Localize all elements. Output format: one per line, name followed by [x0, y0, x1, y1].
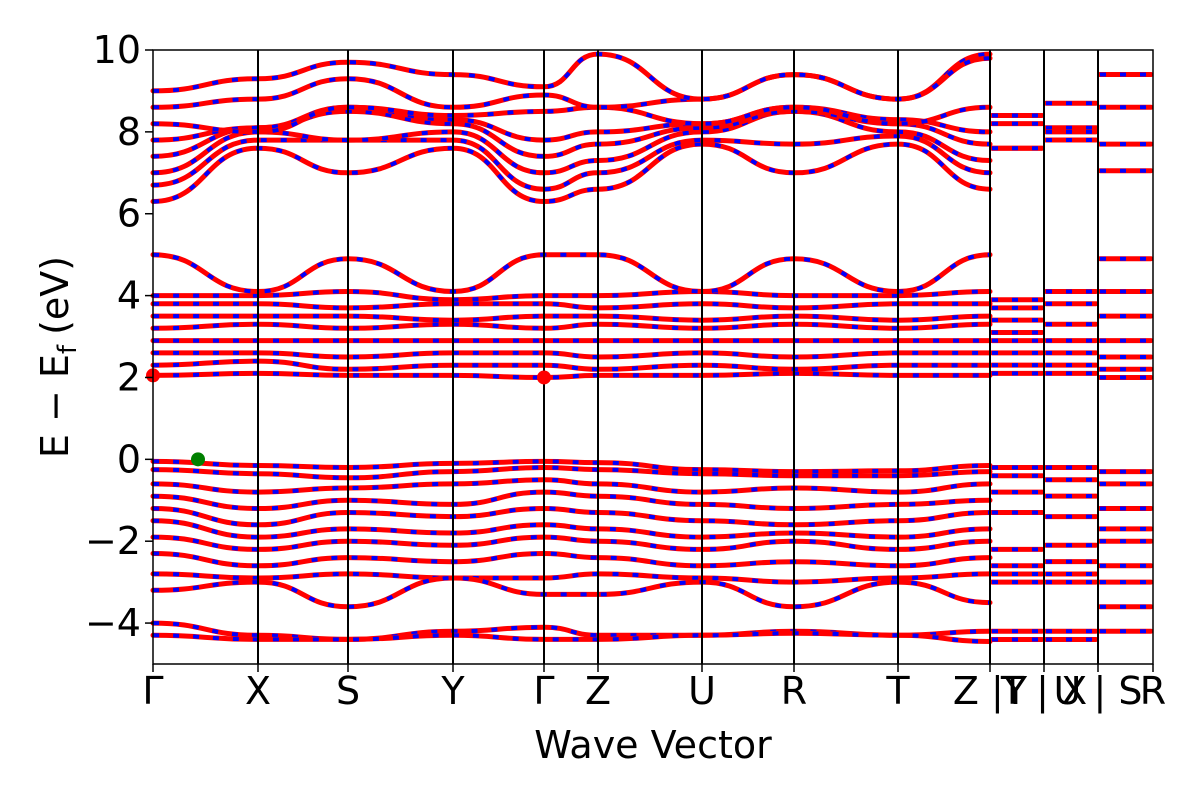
x-tick-label-11: U | S [1054, 669, 1143, 714]
y-axis-label-main: E − E [33, 354, 77, 458]
x-tick-label-2: S [336, 669, 360, 713]
x-tick-label-3: Y [440, 669, 465, 713]
band-line-overlay-7 [152, 551, 991, 568]
y-axis-ticks: −4 −2 0 2 4 6 8 10 [85, 28, 153, 645]
extremum-marker-1 [537, 370, 551, 385]
y-tick-label-1: −2 [85, 519, 141, 563]
x-tick-label-8: T [885, 669, 910, 713]
y-tick-label-6: 8 [117, 110, 141, 154]
band-line-20 [150, 252, 993, 294]
band-line-overlay-13 [152, 359, 990, 372]
high-symmetry-lines [257, 50, 1099, 664]
band-line-26 [150, 104, 993, 135]
band-line-overlay-5 [152, 518, 991, 540]
x-tick-label-4: Γ [533, 669, 554, 713]
band-line-overlay-14 [153, 350, 990, 360]
y-tick-label-0: −4 [85, 601, 141, 645]
x-tick-label-5: Z [585, 669, 611, 713]
x-tick-label-12: R [1140, 669, 1166, 713]
band-line-overlay-8 [152, 571, 991, 585]
band-lines [150, 51, 1154, 644]
band-line-overlay-22 [152, 133, 991, 192]
y-tick-label-7: 10 [93, 28, 141, 72]
y-axis-label-sub: f [53, 344, 83, 354]
x-tick-label-6: U [688, 669, 716, 713]
y-axis-label: E − Ef (eV) [33, 256, 83, 458]
band-line-overlay-6 [152, 535, 991, 552]
band-line-28 [150, 51, 993, 102]
y-tick-label-3: 2 [117, 355, 141, 399]
band-line-3 [150, 489, 993, 511]
extremum-marker-2 [191, 452, 205, 467]
band-line-22 [150, 133, 993, 192]
x-tick-label-1: X [245, 669, 271, 713]
band-line-overlay-12 [152, 371, 990, 380]
band-line-overlay-10 [152, 621, 991, 642]
x-tick-label-9: Z |Y [953, 669, 1028, 714]
x-axis-label: Wave Vector [534, 723, 772, 767]
y-tick-label-2: 0 [117, 437, 141, 481]
band-line-overlay-23 [152, 109, 991, 175]
x-tick-label-10: T | X [1000, 669, 1087, 714]
band-line-overlay-2 [152, 477, 991, 495]
band-line-9 [150, 575, 993, 610]
y-tick-label-5: 6 [117, 192, 141, 236]
plot-frame [152, 49, 1154, 665]
band-line-overlay-4 [152, 506, 991, 527]
band-line-overlay-21 [152, 142, 991, 204]
band-line-overlay-16 [152, 322, 991, 331]
y-axis-label-unit: (eV) [33, 256, 77, 335]
y-tick-label-4: 4 [117, 274, 141, 318]
x-tick-label-0: Γ [142, 669, 163, 713]
band-line-overlay-0 [152, 459, 991, 474]
band-line-overlay-17 [153, 314, 991, 323]
band-line-overlay-18 [153, 301, 990, 310]
band-line-overlay-28 [152, 52, 991, 102]
band-line-overlay-11 [152, 631, 991, 644]
band-line-overlay-1 [152, 465, 991, 480]
band-line-overlay-19 [153, 289, 991, 302]
x-tick-label-7: R [781, 669, 807, 713]
